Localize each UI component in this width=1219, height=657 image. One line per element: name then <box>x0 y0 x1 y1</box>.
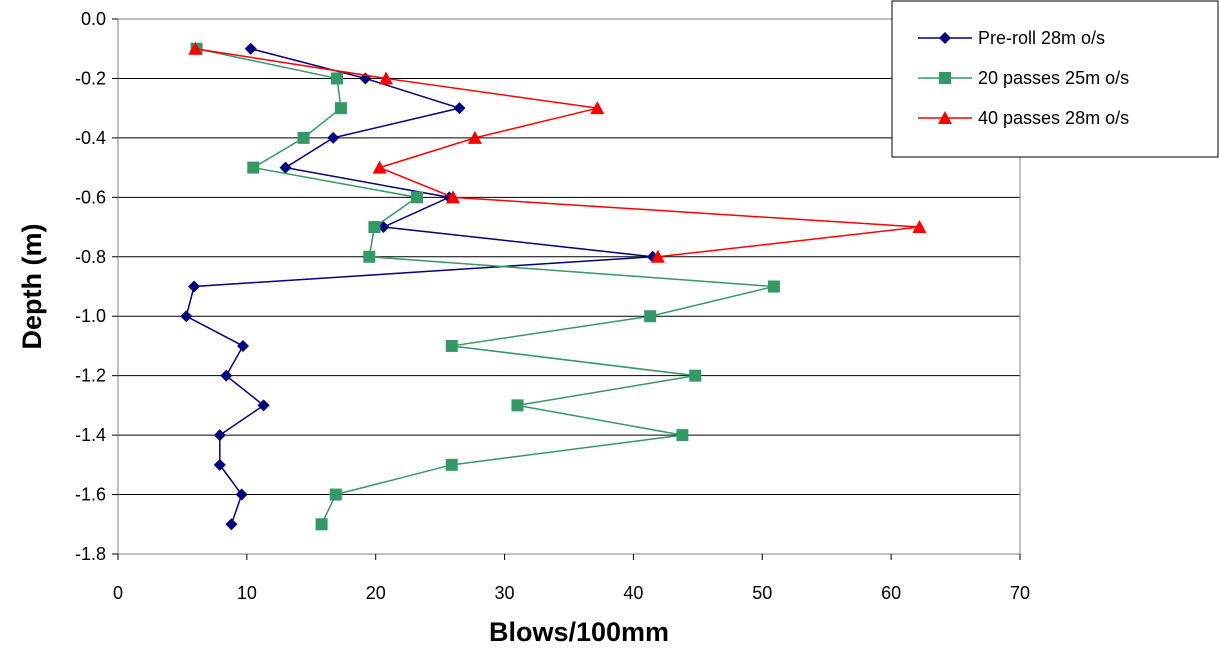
y-tick-label: 0.0 <box>81 9 106 29</box>
square-marker <box>297 131 310 144</box>
triangle-marker <box>590 101 605 115</box>
diamond-marker <box>213 429 226 442</box>
plot-area-frame <box>117 18 1021 555</box>
y-axis: 0.0 -0.2 -0.4 -0.6 -0.8 -1.0 -1.2 -1.4 -1.6 -1.8 <box>75 9 118 564</box>
diamond-marker <box>377 221 390 234</box>
series-line <box>195 47 920 258</box>
legend-label: 20 passes 25m o/s <box>978 68 1129 88</box>
legend: Pre-roll 28m o/s 20 passes 25m o/s 40 pass… <box>891 0 1219 158</box>
square-marker <box>445 339 458 352</box>
x-tick-label: 50 <box>752 583 772 603</box>
x-tick-label: 40 <box>623 583 643 603</box>
square-marker <box>329 488 342 501</box>
x-axis: 0 10 20 30 40 50 60 70 <box>113 554 1030 603</box>
x-axis-title: Blows/100mm <box>489 617 669 647</box>
diamond-marker <box>180 310 193 323</box>
square-marker <box>644 310 657 323</box>
y-tick-label: -0.6 <box>75 187 106 207</box>
x-tick-label: 0 <box>113 583 123 603</box>
y-tick-label: -0.4 <box>75 128 106 148</box>
triangle-marker <box>467 130 482 144</box>
x-tick-label: 70 <box>1010 583 1030 603</box>
diamond-marker <box>236 339 249 352</box>
square-marker <box>767 280 780 293</box>
diamond-marker <box>279 161 292 174</box>
square-marker <box>368 221 381 234</box>
triangle-marker <box>446 190 461 204</box>
diamond-marker <box>244 42 257 55</box>
diamond-marker <box>225 518 238 531</box>
y-axis-title: Depth (m) <box>17 224 47 350</box>
diamond-marker <box>220 369 233 382</box>
legend-item: Pre-roll 28m o/s <box>918 28 1105 48</box>
square-marker <box>689 369 702 382</box>
triangle-marker <box>379 71 394 85</box>
diamond-marker <box>213 458 226 471</box>
series-3 <box>188 41 927 263</box>
y-tick-label: -0.8 <box>75 247 106 267</box>
square-marker <box>247 161 260 174</box>
square-marker <box>331 72 344 85</box>
diamond-marker <box>188 280 201 293</box>
triangle-marker <box>912 220 927 234</box>
triangle-marker <box>372 160 387 174</box>
series-group <box>180 41 927 531</box>
legend-label: 40 passes 28m o/s <box>978 108 1129 128</box>
square-marker <box>334 102 347 115</box>
triangle-marker <box>938 111 952 124</box>
square-marker <box>511 399 524 412</box>
legend-label: Pre-roll 28m o/s <box>978 28 1105 48</box>
diamond-marker <box>235 488 248 501</box>
diamond-marker <box>939 32 951 44</box>
square-marker <box>315 518 328 531</box>
legend-item: 20 passes 25m o/s <box>918 68 1129 88</box>
y-tick-label: -1.4 <box>75 425 106 445</box>
diamond-marker <box>257 399 270 412</box>
triangle-marker <box>188 41 203 55</box>
diamond-marker <box>327 131 340 144</box>
x-tick-label: 10 <box>237 583 257 603</box>
square-marker <box>410 191 423 204</box>
y-tick-label: -1.8 <box>75 544 106 564</box>
y-tick-label: -1.0 <box>75 306 106 326</box>
y-tick-label: -1.2 <box>75 366 106 386</box>
triangle-marker <box>650 249 665 263</box>
square-marker <box>676 429 689 442</box>
x-tick-label: 60 <box>881 583 901 603</box>
square-marker <box>363 250 376 263</box>
y-tick-label: -0.2 <box>75 68 106 88</box>
x-tick-label: 20 <box>366 583 386 603</box>
square-marker <box>445 458 458 471</box>
x-tick-label: 30 <box>495 583 515 603</box>
legend-item: 40 passes 28m o/s <box>918 108 1129 128</box>
diamond-marker <box>453 102 466 115</box>
y-tick-label: -1.6 <box>75 485 106 505</box>
square-marker <box>939 72 951 84</box>
